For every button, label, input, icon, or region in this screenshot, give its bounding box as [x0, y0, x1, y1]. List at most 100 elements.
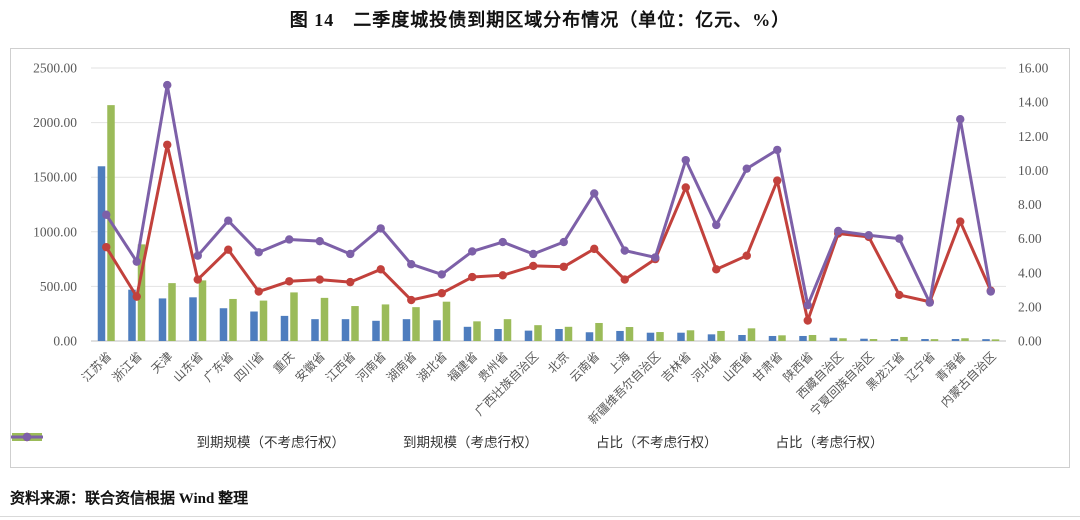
x-axis-label: 江苏省 [79, 349, 114, 384]
x-axis-label: 山西省 [720, 349, 755, 384]
bar-series1-19 [686, 330, 695, 341]
right-axis-tick: 0.00 [1018, 334, 1042, 349]
marker-series0-1 [132, 292, 141, 301]
x-axis-label: 重庆 [270, 349, 297, 376]
marker-series1-21 [742, 164, 751, 173]
right-axis-tick: 2.00 [1018, 299, 1042, 314]
x-axis-label: 甘肃省 [750, 349, 785, 384]
marker-series0-16 [590, 244, 599, 254]
bar-series1-27 [930, 339, 939, 341]
marker-series0-22 [773, 176, 782, 185]
bar-series0-25 [860, 338, 868, 341]
marker-series1-26 [895, 234, 904, 243]
marker-series0-4 [224, 245, 233, 254]
bar-series0-8 [341, 319, 350, 341]
marker-series1-13 [498, 237, 507, 247]
bar-series1-18 [656, 332, 664, 341]
bar-series0-16 [585, 332, 594, 341]
right-axis-tick: 12.00 [1018, 129, 1049, 144]
bar-series1-25 [869, 339, 878, 341]
marker-series0-15 [559, 262, 568, 271]
bar-series1-20 [717, 330, 725, 341]
x-axis-label: 湖北省 [414, 349, 450, 385]
bar-series1-21 [747, 328, 756, 341]
marker-series0-5 [254, 287, 263, 296]
marker-series0-23 [803, 316, 812, 325]
marker-series1-7 [315, 236, 324, 246]
marker-series1-20 [712, 220, 721, 230]
bar-series0-4 [219, 308, 228, 341]
bar-series0-26 [890, 339, 899, 341]
bar-series1-17 [625, 327, 634, 341]
x-axis-label: 浙江省 [110, 349, 145, 384]
marker-series0-19 [681, 183, 690, 192]
bar-series1-16 [595, 322, 603, 341]
marker-series0-9 [376, 265, 385, 274]
x-axis-label: 辽宁省 [902, 349, 938, 385]
marker-series1-17 [620, 246, 629, 255]
x-axis-label: 上海 [605, 349, 633, 377]
marker-series0-3 [193, 275, 202, 284]
marker-series1-4 [224, 216, 233, 225]
bar-series0-17 [616, 330, 624, 341]
x-axis-label: 河南省 [353, 349, 389, 385]
chart-legend: 到期规模（不考虑行权） 到期规模（考虑行权） 占比（不考虑行权） 占比（考虑行权） [11, 431, 1069, 451]
bar-series0-18 [646, 332, 655, 341]
left-axis-tick: 1500.00 [33, 170, 77, 185]
marker-series0-21 [742, 251, 751, 260]
bar-series0-21 [738, 334, 746, 341]
x-axis-label: 安徽省 [292, 349, 328, 385]
marker-series0-2 [163, 140, 172, 149]
line-series0 [104, 143, 993, 323]
bar-series0-12 [463, 326, 472, 341]
left-axis-tick: 2500.00 [33, 61, 77, 76]
marker-series1-8 [346, 249, 355, 259]
bar-series0-10 [402, 319, 411, 341]
right-axis-tick: 8.00 [1018, 197, 1042, 212]
marker-series1-18 [651, 253, 660, 262]
marker-series1-9 [376, 224, 385, 233]
x-axis-label: 山东省 [171, 349, 206, 384]
marker-series1-24 [834, 226, 843, 236]
bar-series0-20 [707, 334, 716, 341]
bar-series1-29 [991, 339, 1000, 341]
x-axis-label: 北京 [545, 349, 572, 376]
bar-series1-7 [320, 297, 329, 341]
marker-series1-16 [590, 189, 599, 198]
bar-series1-6 [290, 292, 298, 341]
bar-series0-24 [829, 337, 838, 341]
bar-series1-9 [381, 304, 390, 341]
marker-series0-17 [620, 275, 629, 284]
marker-series0-11 [437, 289, 446, 298]
bar-series1-8 [351, 306, 359, 341]
bar-series1-12 [473, 321, 481, 341]
source-note: 资料来源：联合资信根据 Wind 整理 [10, 491, 249, 507]
x-axis-label: 四川省 [232, 349, 267, 384]
chart-panel: 0.00 500.00 1000.00 1500.00 2000.00 2500.00 0.… [10, 48, 1070, 468]
bar-series0-19 [677, 332, 685, 341]
bar-series0-1 [128, 289, 136, 341]
bar-series0-13 [494, 328, 502, 341]
bar-series0-2 [158, 298, 167, 341]
marker-series1-15 [559, 237, 568, 247]
legend-item-2: 占比（不考虑行权） [11, 431, 718, 451]
marker-series1-0 [102, 210, 111, 219]
marker-series1-19 [681, 155, 690, 165]
x-axis-label: 福建省 [444, 349, 480, 385]
legend-item-0: 到期规模（不考虑行权） [12, 431, 345, 451]
left-axis-tick: 1000.00 [33, 224, 77, 239]
x-axis-label: 湖南省 [383, 349, 419, 385]
bar-series0-28 [951, 339, 960, 341]
chart-title: 图 14 二季度城投债到期区域分布情况（单位：亿元、%） [289, 10, 791, 30]
left-axis-tick: 0.00 [53, 334, 77, 349]
marker-series0-8 [346, 277, 355, 287]
marker-series1-12 [468, 247, 477, 256]
bar-series0-0 [97, 166, 106, 341]
marker-series1-14 [529, 249, 538, 259]
bar-series0-11 [433, 320, 441, 341]
bar-series1-1 [137, 244, 146, 341]
marker-series1-11 [437, 270, 446, 279]
bar-series1-5 [259, 300, 268, 341]
left-axis-tick: 2000.00 [33, 115, 77, 130]
line-series1 [104, 83, 993, 307]
